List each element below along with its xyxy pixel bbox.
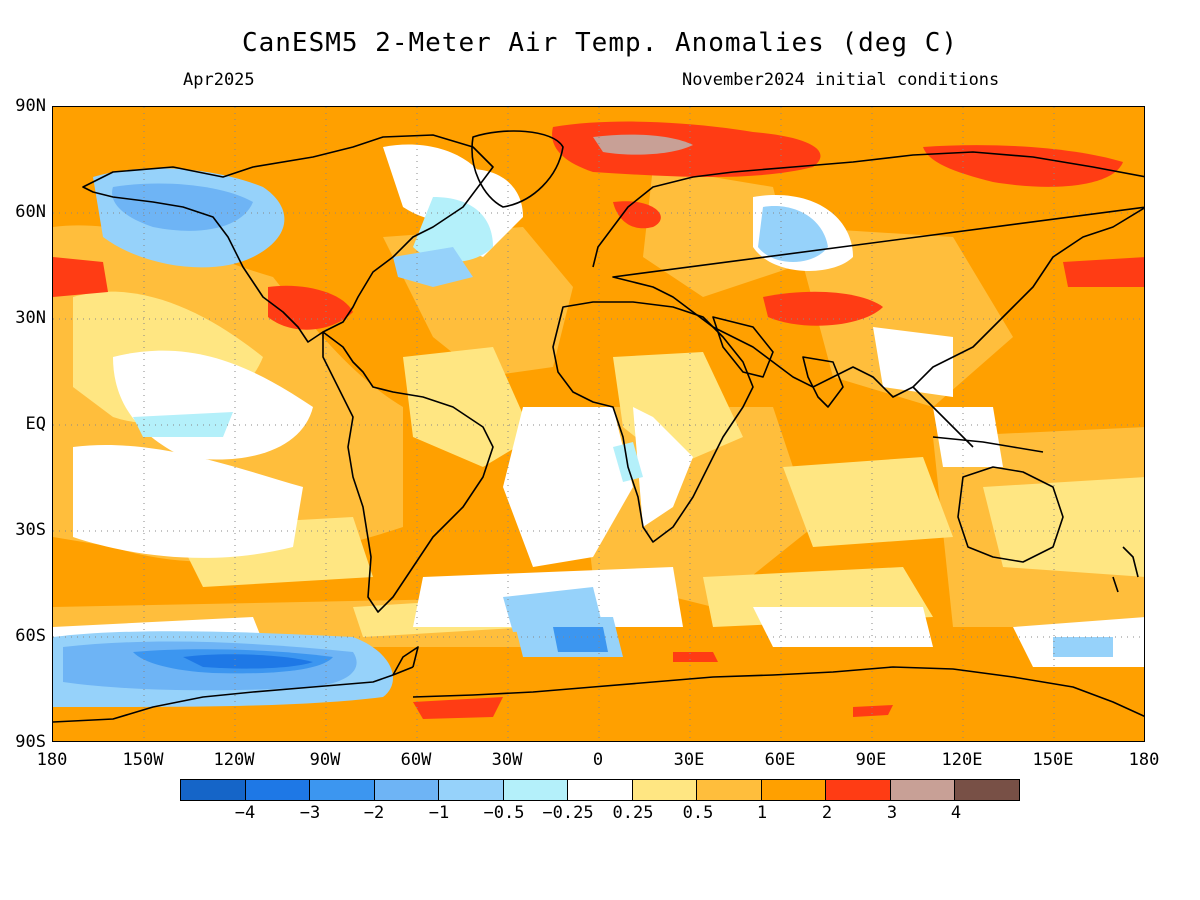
coastlines [53,130,1144,723]
colorbar-swatch [568,780,633,800]
lon-label-150e: 150E [1032,750,1074,770]
colorbar-swatch [503,780,569,800]
lat-label-90n: 90N [15,96,46,116]
colorbar-label: 4 [950,803,962,823]
colorbar-label: −0.25 [542,803,594,823]
lon-label-0: 0 [592,750,604,770]
colorbar-label: −2 [363,803,385,823]
lon-label-30e: 30E [673,750,705,770]
lon-label-90e: 90E [855,750,887,770]
lon-label-90w: 90W [309,750,341,770]
colorbar-swatch [826,780,891,800]
colorbar-label: 0.5 [682,803,714,823]
colorbar-label: 3 [886,803,898,823]
initial-conditions: November2024 initial conditions [682,70,1000,90]
lat-label-30s: 30S [15,520,46,540]
lon-label-150w: 150W [122,750,164,770]
lon-label-180e: 180 [1128,750,1160,770]
colorbar-label: 1 [756,803,768,823]
colorbar-label: 2 [821,803,833,823]
colorbar-swatch [439,780,504,800]
anomaly-map [52,106,1145,742]
colorbar-swatch [697,780,762,800]
lat-label-90s: 90S [15,732,46,752]
colorbar-label: −0.5 [483,803,525,823]
hot-regions [53,121,1144,719]
colorbar-label: −1 [428,803,450,823]
colorbar-swatch [955,780,1019,800]
lat-label-30n: 30N [15,308,46,328]
colorbar-swatch [632,780,698,800]
anomaly-map-svg [53,107,1144,741]
colorbar-label: −3 [299,803,321,823]
colorbar-swatch [374,780,440,800]
colorbar-swatch [310,780,375,800]
colorbar-swatch [245,780,311,800]
lon-label-120e: 120E [941,750,983,770]
colorbar-swatch [890,780,956,800]
lon-label-60w: 60W [400,750,432,770]
lon-label-60e: 60E [764,750,796,770]
colorbar-swatch [761,780,827,800]
lat-label-60n: 60N [15,202,46,222]
map-title: CanESM5 2-Meter Air Temp. Anomalies (deg… [241,28,959,58]
lon-label-30w: 30W [491,750,523,770]
lon-label-120w: 120W [213,750,255,770]
colorbar [180,779,1020,801]
lat-label-eq: EQ [25,414,46,434]
colorbar-label: 0.25 [612,803,654,823]
lon-label-180w: 180 [36,750,68,770]
colorbar-swatch [181,780,246,800]
graticule [53,107,1144,741]
lat-label-60s: 60S [15,626,46,646]
forecast-month: Apr2025 [183,70,255,90]
colorbar-label: −4 [234,803,256,823]
